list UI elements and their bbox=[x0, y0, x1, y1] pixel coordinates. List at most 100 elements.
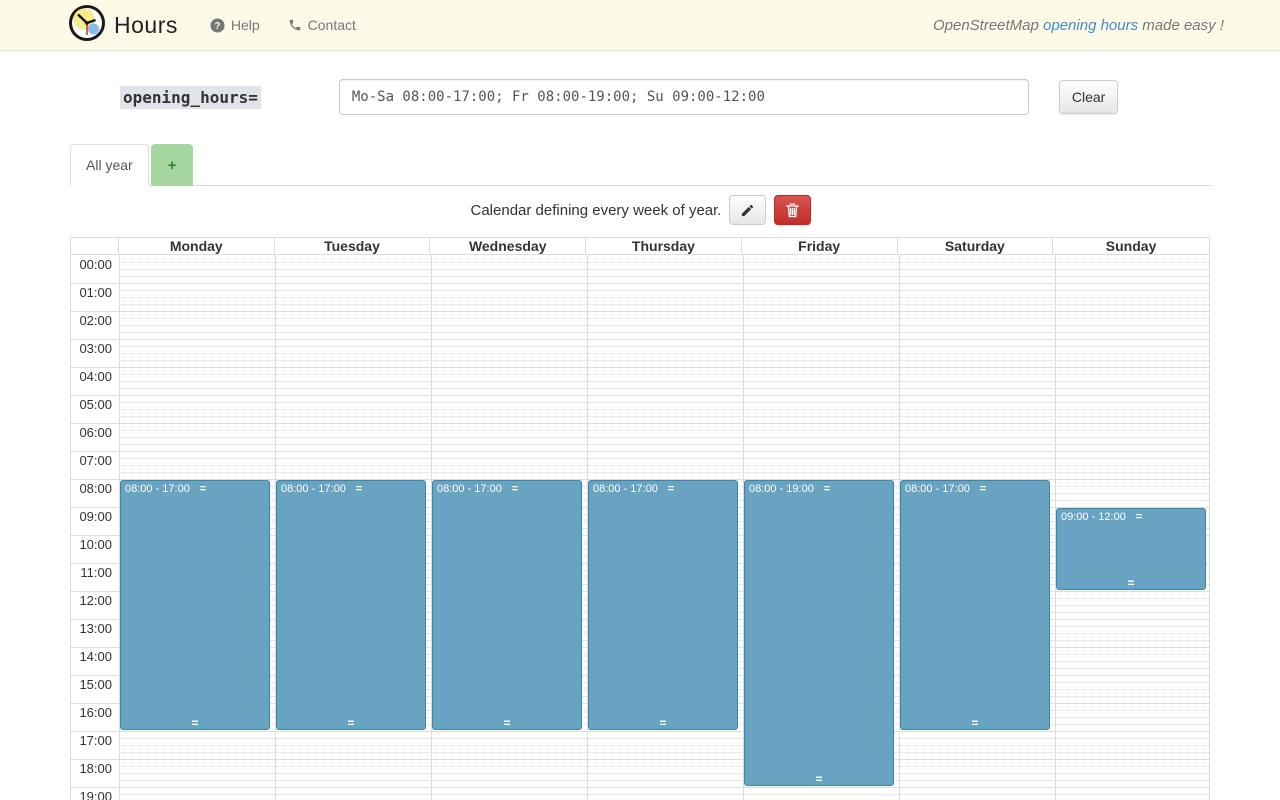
time-label: 01:00 bbox=[79, 285, 112, 300]
brand[interactable]: Hours bbox=[68, 4, 178, 47]
event-drag-icon[interactable]: = bbox=[667, 483, 675, 495]
event-saturday[interactable]: 08:00 - 17:00 = = bbox=[900, 480, 1050, 730]
quarter-slot-line bbox=[119, 437, 1209, 438]
help-link[interactable]: ? Help bbox=[210, 17, 260, 33]
quarter-slot-line bbox=[119, 402, 1209, 403]
column-divider bbox=[899, 255, 900, 800]
delete-range-button[interactable] bbox=[774, 195, 812, 225]
tab-all-year[interactable]: All year bbox=[70, 144, 149, 186]
event-time-text: 08:00 - 17:00 bbox=[593, 483, 658, 495]
event-time-label: 08:00 - 17:00 = bbox=[901, 481, 1049, 497]
time-label: 18:00 bbox=[79, 761, 112, 776]
time-label: 13:00 bbox=[79, 621, 112, 636]
navbar: Hours ? Help Contact OpenStreetMap openi… bbox=[0, 0, 1280, 51]
event-friday[interactable]: 08:00 - 19:00 = = bbox=[744, 480, 894, 786]
event-drag-icon[interactable]: = bbox=[823, 483, 831, 495]
time-label: 12:00 bbox=[79, 593, 112, 608]
event-time-text: 08:00 - 17:00 bbox=[281, 483, 346, 495]
quarter-slot-line bbox=[119, 297, 1209, 298]
time-label: 19:00 bbox=[79, 789, 112, 800]
event-tuesday[interactable]: 08:00 - 17:00 = = bbox=[276, 480, 426, 730]
event-time-label: 08:00 - 17:00 = bbox=[277, 481, 425, 497]
time-label: 09:00 bbox=[79, 509, 112, 524]
caption-row: Calendar defining every week of year. bbox=[70, 195, 1212, 225]
time-label: 03:00 bbox=[79, 341, 112, 356]
opening-hours-key-label: opening_hours= bbox=[120, 85, 261, 109]
calendar-grid[interactable]: 00:00 01:00 02:00 03:00 04:00 05:00 06:00 07:00… bbox=[71, 255, 1209, 800]
time-label: 16:00 bbox=[79, 705, 112, 720]
trash-icon bbox=[786, 203, 800, 218]
hour-line bbox=[71, 451, 1209, 452]
quarter-slot-line bbox=[119, 360, 1209, 361]
question-circle-icon: ? bbox=[210, 17, 225, 33]
quarter-slot-line bbox=[119, 318, 1209, 319]
hour-line bbox=[71, 423, 1209, 424]
event-drag-icon[interactable]: = bbox=[511, 483, 519, 495]
time-label: 02:00 bbox=[79, 313, 112, 328]
tagline-suffix: made easy ! bbox=[1138, 16, 1224, 34]
contact-link[interactable]: Contact bbox=[288, 17, 356, 33]
phone-icon bbox=[289, 19, 300, 31]
quarter-slot-line bbox=[119, 374, 1209, 375]
quarter-slot-line bbox=[119, 780, 1209, 781]
nav-links: ? Help Contact bbox=[210, 17, 356, 33]
event-resize-handle[interactable]: = bbox=[971, 716, 979, 730]
quarter-slot-line bbox=[119, 465, 1209, 466]
event-drag-icon[interactable]: = bbox=[1135, 511, 1143, 523]
edit-range-button[interactable] bbox=[729, 195, 767, 225]
hour-line bbox=[71, 479, 1209, 480]
svg-text:?: ? bbox=[214, 20, 220, 31]
quarter-slot-line bbox=[119, 346, 1209, 347]
event-resize-handle[interactable]: = bbox=[659, 716, 667, 730]
event-resize-handle[interactable]: = bbox=[1127, 576, 1135, 590]
event-drag-icon[interactable]: = bbox=[355, 483, 363, 495]
event-sunday[interactable]: 09:00 - 12:00 = = bbox=[1056, 508, 1206, 590]
event-resize-handle[interactable]: = bbox=[191, 716, 199, 730]
event-monday[interactable]: 08:00 - 17:00 = = bbox=[120, 480, 270, 730]
quarter-slot-line bbox=[119, 430, 1209, 431]
day-header-friday: Friday bbox=[742, 238, 898, 254]
event-wednesday[interactable]: 08:00 - 17:00 = = bbox=[432, 480, 582, 730]
event-time-text: 08:00 - 19:00 bbox=[749, 483, 814, 495]
quarter-slot-line bbox=[119, 766, 1209, 767]
time-label: 08:00 bbox=[79, 481, 112, 496]
hour-line bbox=[71, 787, 1209, 788]
column-divider bbox=[743, 255, 744, 800]
quarter-slot-line bbox=[119, 332, 1209, 333]
event-resize-handle[interactable]: = bbox=[347, 716, 355, 730]
pencil-icon bbox=[742, 204, 754, 216]
range-tabs: All year + bbox=[70, 143, 1212, 186]
clear-button[interactable]: Clear bbox=[1058, 80, 1119, 114]
time-label: 00:00 bbox=[79, 257, 112, 272]
time-axis-header bbox=[71, 238, 119, 254]
quarter-slot-line bbox=[119, 416, 1209, 417]
quarter-slot-line bbox=[119, 752, 1209, 753]
day-header-thursday: Thursday bbox=[586, 238, 742, 254]
opening-hours-input[interactable] bbox=[338, 79, 1029, 115]
day-header-saturday: Saturday bbox=[898, 238, 1054, 254]
quarter-slot-line bbox=[119, 472, 1209, 473]
column-divider bbox=[275, 255, 276, 800]
quarter-slot-line bbox=[119, 745, 1209, 746]
hour-line bbox=[71, 395, 1209, 396]
event-thursday[interactable]: 08:00 - 17:00 = = bbox=[588, 480, 738, 730]
quarter-slot-line bbox=[119, 388, 1209, 389]
hour-line bbox=[71, 311, 1209, 312]
event-drag-icon[interactable]: = bbox=[199, 483, 207, 495]
event-resize-handle[interactable]: = bbox=[503, 716, 511, 730]
event-time-label: 08:00 - 19:00 = bbox=[745, 481, 893, 497]
caption-text: Calendar defining every week of year. bbox=[470, 201, 722, 219]
event-drag-icon[interactable]: = bbox=[979, 483, 987, 495]
hour-line bbox=[71, 731, 1209, 732]
time-label: 15:00 bbox=[79, 677, 112, 692]
week-calendar: Monday Tuesday Wednesday Thursday Friday Satu… bbox=[70, 237, 1210, 800]
event-time-label: 08:00 - 17:00 = bbox=[589, 481, 737, 497]
opening-hours-link[interactable]: opening hours bbox=[1043, 16, 1139, 34]
event-resize-handle[interactable]: = bbox=[815, 772, 823, 786]
hour-line bbox=[71, 367, 1209, 368]
quarter-slot-line bbox=[119, 738, 1209, 739]
add-range-tab[interactable]: + bbox=[150, 144, 194, 186]
help-label: Help bbox=[230, 17, 260, 33]
quarter-slot-line bbox=[119, 269, 1209, 270]
tagline: OpenStreetMap opening hours made easy ! bbox=[933, 17, 1280, 34]
